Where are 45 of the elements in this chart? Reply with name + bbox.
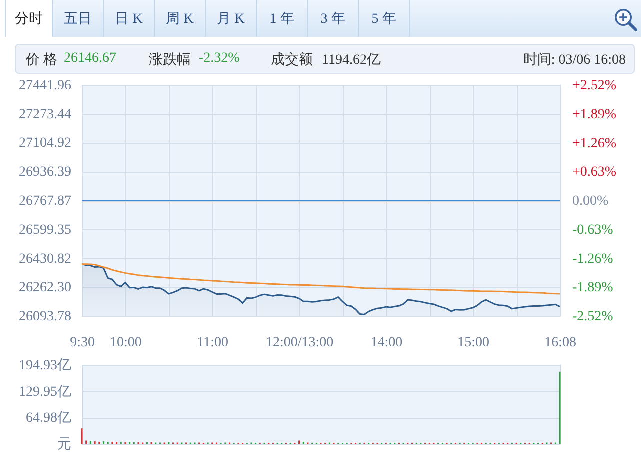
- text: 月 K: [206, 0, 257, 37]
- y-tick-label: 元: [58, 438, 72, 452]
- y2-tick-label: -0.63%: [572, 222, 614, 238]
- text: 1194.62亿: [322, 52, 381, 69]
- y-tick-label: 26936.39: [19, 165, 72, 180]
- text: 3 年: [308, 0, 359, 37]
- text: -2.32%: [199, 51, 240, 67]
- y-tick-label: 27273.44: [19, 107, 72, 122]
- y2-tick-label: -2.52%: [572, 310, 614, 324]
- x-tick-label: 14:00: [370, 336, 403, 350]
- y2-tick-label: +1.89%: [572, 107, 617, 122]
- y-tick-label: 129.95亿: [19, 384, 72, 400]
- x-tick-label: 12:00/13:00: [266, 336, 334, 350]
- y-tick-label: 26599.35: [19, 222, 72, 238]
- text: 日 K: [104, 0, 155, 37]
- text: 涨跌幅: [149, 52, 191, 69]
- y-tick-label: 26093.78: [19, 310, 72, 324]
- text: 5 年: [359, 0, 410, 37]
- x-tick-label: 11:00: [197, 336, 229, 350]
- x-tick-label: 10:00: [110, 336, 142, 350]
- text: 周 K: [155, 0, 206, 37]
- y-tick-label: 26767.87: [19, 194, 72, 209]
- y-tick-label: 26430.82: [19, 252, 72, 267]
- x-tick-label: 9:30: [70, 336, 95, 350]
- y2-tick-label: +2.52%: [572, 78, 617, 94]
- y2-tick-label: 0.00%: [572, 194, 609, 209]
- x-tick-label: 15:00: [458, 336, 490, 350]
- text: 价 格: [26, 52, 58, 69]
- y-tick-label: 64.98亿: [26, 410, 72, 426]
- text: 成交额: [271, 51, 313, 69]
- text: 26146.67: [64, 51, 116, 67]
- y2-tick-label: -1.26%: [572, 252, 614, 267]
- y-tick-label: 194.93亿: [19, 358, 72, 374]
- line-series: [82, 264, 560, 295]
- text: 时间: 03/06 16:08: [523, 52, 626, 69]
- text: 五日: [53, 0, 104, 37]
- x-tick-label: 16:08: [544, 336, 576, 350]
- y2-tick-label: -1.89%: [572, 280, 614, 296]
- y-tick-label: 27441.96: [19, 78, 72, 94]
- y2-tick-label: +0.63%: [572, 165, 617, 180]
- text: 分时: [5, 0, 53, 37]
- y-tick-label: 27104.92: [19, 136, 72, 152]
- text: 1 年: [257, 0, 308, 37]
- y-tick-label: 26262.30: [19, 280, 72, 296]
- y2-tick-label: +1.26%: [572, 136, 617, 152]
